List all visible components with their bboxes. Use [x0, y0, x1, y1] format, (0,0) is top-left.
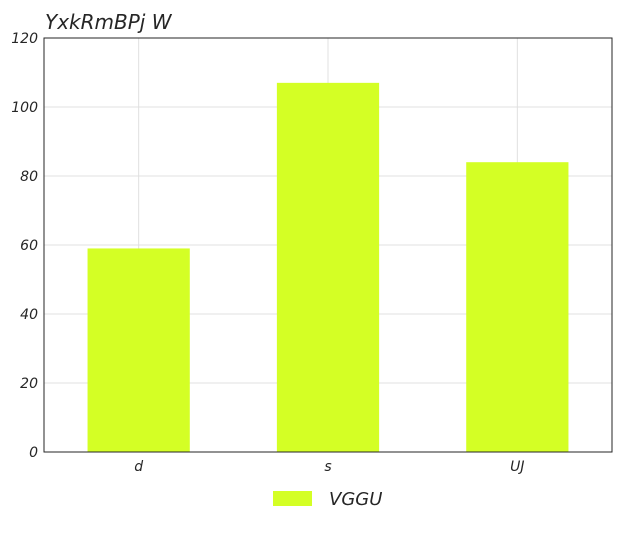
legend-label-vggu: VGGU — [329, 489, 382, 510]
y-tick-label: 20 — [20, 376, 38, 392]
x-tick-label: UJ — [510, 459, 524, 475]
x-tick-label: d — [134, 459, 143, 475]
legend: VGGU — [273, 489, 382, 510]
y-tick-label: 80 — [20, 169, 38, 185]
bar-uj — [466, 162, 569, 452]
x-tick-label: s — [324, 459, 331, 475]
bar-d — [87, 248, 190, 452]
plot-frame — [43, 37, 613, 453]
bar-s — [276, 82, 380, 452]
y-tick-label: 60 — [20, 238, 38, 254]
bars — [87, 82, 569, 452]
y-tick-label: 40 — [20, 307, 38, 323]
y-tick-label: 120 — [11, 31, 38, 47]
chart-title: YxkRmBPj W — [45, 10, 173, 34]
legend-swatch-vggu — [273, 491, 312, 506]
y-tick-label: 0 — [29, 445, 38, 461]
y-tick-label: 100 — [11, 100, 38, 116]
y-axis-ticks: 0 20 40 60 80 100 120 — [11, 31, 38, 461]
x-axis-ticks: d s UJ — [134, 459, 524, 475]
